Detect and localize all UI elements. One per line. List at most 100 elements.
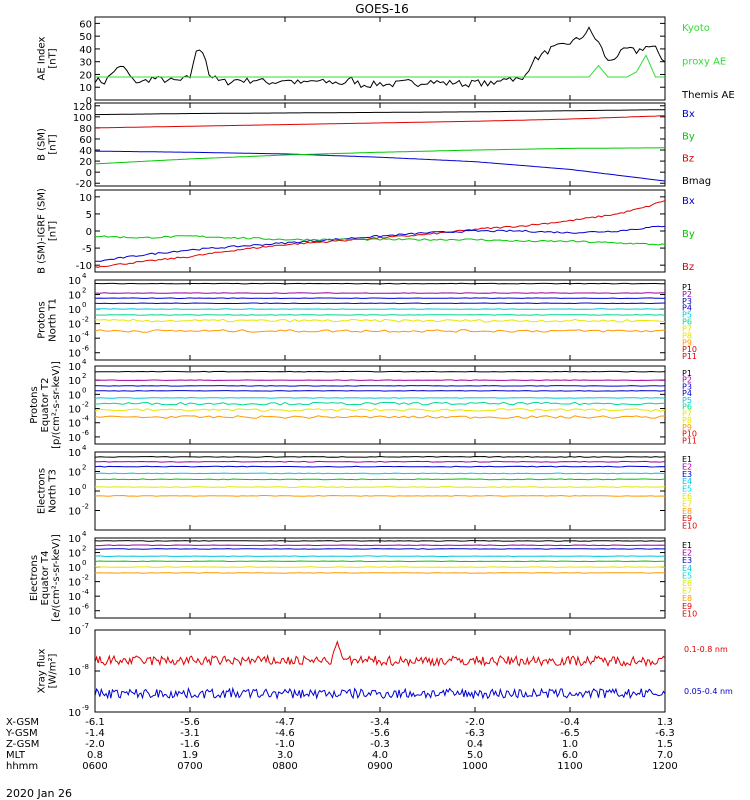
y-tick-label: 10: [68, 334, 81, 345]
y-tick-exponent: -6: [82, 429, 90, 437]
y-tick-label: -5: [82, 244, 92, 255]
series-p8: [95, 415, 665, 419]
panel-frame: [94, 102, 666, 187]
legend-item-e7: E7: [682, 499, 692, 508]
legend-item-p10: P10: [682, 430, 697, 439]
y-tick-exponent: 4: [82, 358, 87, 366]
series-kyoto-proxy-ae: [95, 54, 665, 78]
y-tick-label: 20: [79, 157, 92, 168]
series-0-05-0-4-nm: [95, 686, 665, 701]
legend-item-e2: E2: [682, 549, 692, 558]
series-bmag: [95, 109, 665, 116]
series-group: [95, 26, 665, 89]
x-row-label: MLT: [6, 750, 26, 761]
legend-item-p3: P3: [682, 297, 692, 306]
legend-item-by: By: [682, 229, 695, 240]
legend-item-e7: E7: [682, 587, 692, 596]
y-tick-label: 10: [68, 667, 81, 678]
y-tick-label: 40: [79, 146, 92, 157]
y-tick-label: 10: [68, 419, 81, 430]
y-axis-label: Xray flux: [37, 649, 48, 694]
legend-item-bz: Bz: [682, 154, 694, 165]
panel-b-minus-igrf: -10 -5 0 5 10 B (SM)-IGRF (SM) [nT] Bx By Bz: [37, 188, 695, 274]
y-tick-label: 10: [68, 507, 81, 518]
y-tick-label: 30: [79, 58, 92, 69]
y-tick-label: -20: [76, 179, 92, 190]
y-axis-label: Electrons: [29, 555, 40, 601]
series-group: [95, 109, 665, 182]
x-row-value: -3.1: [180, 728, 200, 739]
y-tick-label: 20: [79, 70, 92, 81]
legend-item-e5: E5: [682, 485, 692, 494]
y-axis-label: North T3: [48, 469, 59, 513]
x-row-value: -4.6: [275, 728, 295, 739]
series-p1: [95, 282, 665, 285]
series-e3: [95, 548, 665, 550]
figure-title: GOES-16: [355, 2, 409, 16]
y-tick-exponent: -2: [82, 503, 89, 511]
series-group: [95, 455, 665, 497]
x-row-value: 1.5: [657, 739, 673, 750]
y-tick-exponent: -2: [82, 316, 89, 324]
y-axis-label: North T1: [48, 298, 59, 342]
series-p3: [95, 385, 665, 387]
y-tick-label: 10: [68, 487, 81, 498]
y-tick-label: 10: [68, 549, 81, 560]
y-tick-label: 10: [68, 563, 81, 574]
y-tick-label: 10: [68, 362, 81, 373]
legend-item-e5: E5: [682, 571, 692, 580]
series-p5: [95, 308, 665, 310]
series-e5: [95, 560, 665, 563]
legend-item-e8: E8: [682, 594, 692, 603]
y-tick-exponent: -4: [82, 588, 90, 596]
x-row-value: 1.9: [182, 750, 198, 761]
legend-item-proxy-ae: proxy AE: [682, 57, 726, 68]
x-row-value: -6.5: [560, 728, 580, 739]
series-e8: [95, 572, 665, 574]
y-tick-label: 10: [68, 390, 81, 401]
y-tick-exponent: -6: [82, 603, 90, 611]
y-tick-label: 10: [68, 578, 81, 589]
y-tick-label: 10: [68, 376, 81, 387]
series-bx: [95, 225, 665, 262]
series-p3: [95, 297, 665, 300]
y-tick-exponent: -4: [82, 330, 90, 338]
y-tick-exponent: -7: [82, 622, 89, 630]
legend-item-p10: P10: [682, 345, 697, 354]
x-row-value: 1100: [557, 761, 582, 772]
y-tick-label: 10: [68, 349, 81, 360]
series-bx: [95, 150, 665, 182]
series-group: [95, 200, 665, 268]
series-bz: [95, 115, 665, 129]
series-p4: [95, 389, 665, 392]
legend-item-bz: Bz: [682, 262, 694, 273]
legend-item-p11: P11: [682, 352, 697, 361]
x-row-value: -1.6: [180, 739, 200, 750]
legend-item-kyoto: Kyoto: [682, 23, 710, 34]
x-row-value: -2.0: [465, 717, 485, 728]
series-group: [95, 640, 665, 701]
x-row-value: 0.4: [467, 739, 483, 750]
y-tick-label: 120: [73, 102, 92, 113]
y-tick-exponent: -4: [82, 415, 90, 423]
x-row-value: 0800: [272, 761, 297, 772]
legend-item-p5: P5: [682, 396, 692, 405]
legend-item-p4: P4: [682, 389, 692, 398]
panel-frame: [94, 189, 666, 273]
legend-item-0-05-0-4-nm: 0.05-0.4 nm: [684, 687, 733, 696]
y-axis-label: Equator T4: [40, 551, 51, 606]
y-tick-exponent: 2: [82, 545, 86, 553]
y-tick-label: 10: [68, 607, 81, 618]
x-row-value: 4.0: [372, 750, 388, 761]
y-tick-exponent: 0: [82, 386, 86, 394]
y-tick-label: 10: [68, 468, 81, 479]
legend-item-p8: P8: [682, 331, 692, 340]
y-tick-label: 0: [86, 227, 92, 238]
series-group: [95, 282, 665, 333]
series-p2: [95, 379, 665, 382]
y-tick-exponent: -8: [82, 663, 89, 671]
legend-item-e6: E6: [682, 579, 692, 588]
legend-item-e2: E2: [682, 462, 692, 471]
